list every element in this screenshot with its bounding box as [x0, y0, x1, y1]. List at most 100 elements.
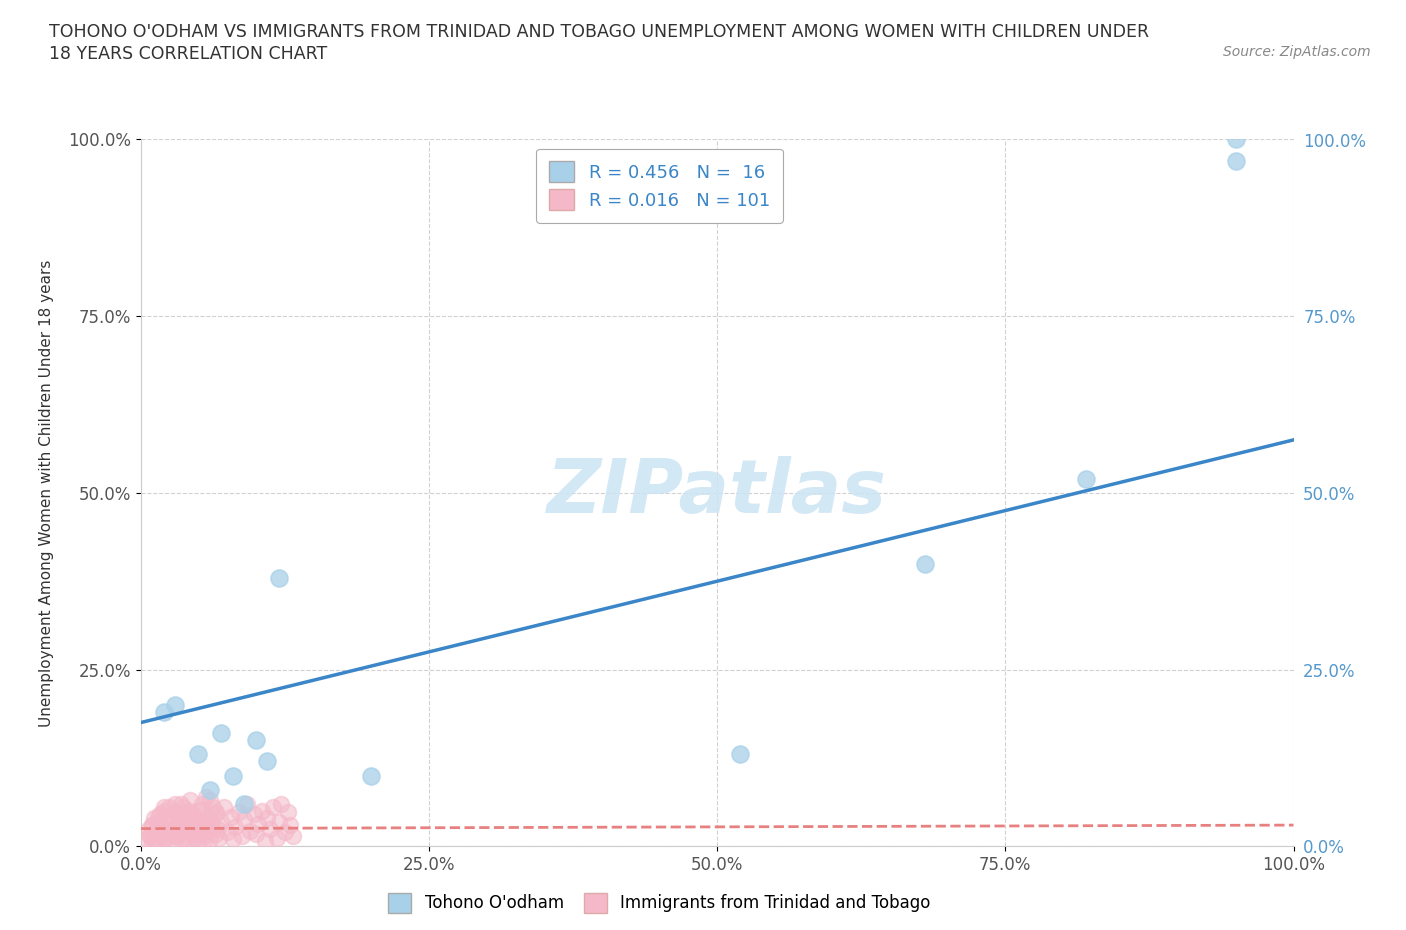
Point	[204, 826, 226, 841]
Point	[159, 833, 180, 848]
Point	[198, 809, 221, 824]
Point	[195, 790, 218, 804]
Point	[281, 829, 304, 844]
Point	[152, 705, 174, 720]
Point	[170, 805, 193, 820]
Point	[193, 833, 215, 848]
Point	[152, 830, 174, 845]
Point	[165, 805, 187, 820]
Point	[156, 823, 179, 838]
Point	[146, 814, 169, 829]
Point	[219, 809, 242, 824]
Text: TOHONO O'ODHAM VS IMMIGRANTS FROM TRINIDAD AND TOBAGO UNEMPLOYMENT AMONG WOMEN W: TOHONO O'ODHAM VS IMMIGRANTS FROM TRINID…	[49, 23, 1149, 41]
Point	[149, 807, 172, 822]
Point	[165, 819, 187, 834]
Point	[160, 809, 183, 824]
Point	[141, 817, 163, 832]
Point	[198, 782, 221, 797]
Point	[197, 823, 219, 838]
Point	[193, 829, 215, 844]
Point	[162, 821, 184, 836]
Point	[141, 817, 163, 832]
Point	[184, 812, 207, 827]
Point	[143, 811, 166, 826]
Point	[222, 831, 245, 846]
Point	[187, 826, 209, 841]
Point	[201, 821, 224, 836]
Point	[217, 825, 239, 840]
Point	[167, 814, 190, 829]
Point	[224, 819, 246, 834]
Point	[155, 830, 177, 845]
Point	[1074, 472, 1097, 486]
Point	[274, 825, 297, 840]
Point	[139, 829, 162, 844]
Point	[247, 817, 270, 831]
Point	[201, 817, 224, 831]
Point	[159, 812, 180, 827]
Point	[209, 814, 232, 829]
Point	[242, 807, 264, 822]
Point	[152, 800, 174, 815]
Point	[198, 793, 221, 808]
Point	[179, 793, 201, 808]
Point	[172, 800, 194, 815]
Point	[139, 829, 162, 844]
Point	[204, 807, 226, 822]
Text: ZIPatlas: ZIPatlas	[547, 457, 887, 529]
Point	[181, 823, 204, 838]
Point	[277, 805, 299, 820]
Point	[159, 800, 180, 815]
Point	[187, 833, 209, 848]
Point	[173, 831, 195, 846]
Point	[245, 733, 267, 748]
Point	[145, 825, 167, 840]
Point	[176, 835, 198, 850]
Point	[204, 805, 226, 820]
Legend: Tohono O'odham, Immigrants from Trinidad and Tobago: Tohono O'odham, Immigrants from Trinidad…	[381, 886, 938, 919]
Point	[181, 825, 204, 840]
Point	[176, 811, 198, 826]
Point	[165, 796, 187, 811]
Point	[728, 747, 751, 762]
Point	[235, 796, 257, 811]
Point	[141, 835, 163, 850]
Point	[256, 811, 278, 826]
Point	[193, 814, 215, 829]
Point	[270, 796, 292, 811]
Point	[360, 768, 382, 783]
Point	[1225, 153, 1247, 168]
Point	[150, 826, 173, 841]
Point	[166, 829, 188, 844]
Point	[170, 796, 193, 811]
Point	[209, 725, 232, 740]
Point	[152, 804, 174, 818]
Point	[198, 831, 221, 846]
Point	[208, 830, 231, 845]
Point	[184, 830, 207, 845]
Point	[267, 570, 290, 585]
Point	[166, 826, 188, 841]
Y-axis label: Unemployment Among Women with Children Under 18 years: Unemployment Among Women with Children U…	[39, 259, 53, 726]
Point	[222, 768, 245, 783]
Point	[146, 809, 169, 824]
Point	[146, 833, 169, 848]
Point	[165, 698, 187, 712]
Point	[1225, 132, 1247, 147]
Point	[207, 821, 229, 836]
Point	[190, 796, 212, 811]
Point	[256, 754, 278, 769]
Point	[177, 817, 200, 832]
Point	[177, 804, 200, 818]
Point	[254, 833, 277, 848]
Point	[239, 823, 262, 838]
Point	[212, 800, 235, 815]
Point	[187, 804, 209, 818]
Point	[259, 821, 281, 836]
Text: Source: ZipAtlas.com: Source: ZipAtlas.com	[1223, 45, 1371, 59]
Point	[170, 831, 193, 846]
Point	[181, 807, 204, 822]
Point	[233, 812, 256, 827]
Point	[262, 800, 284, 815]
Point	[135, 831, 157, 846]
